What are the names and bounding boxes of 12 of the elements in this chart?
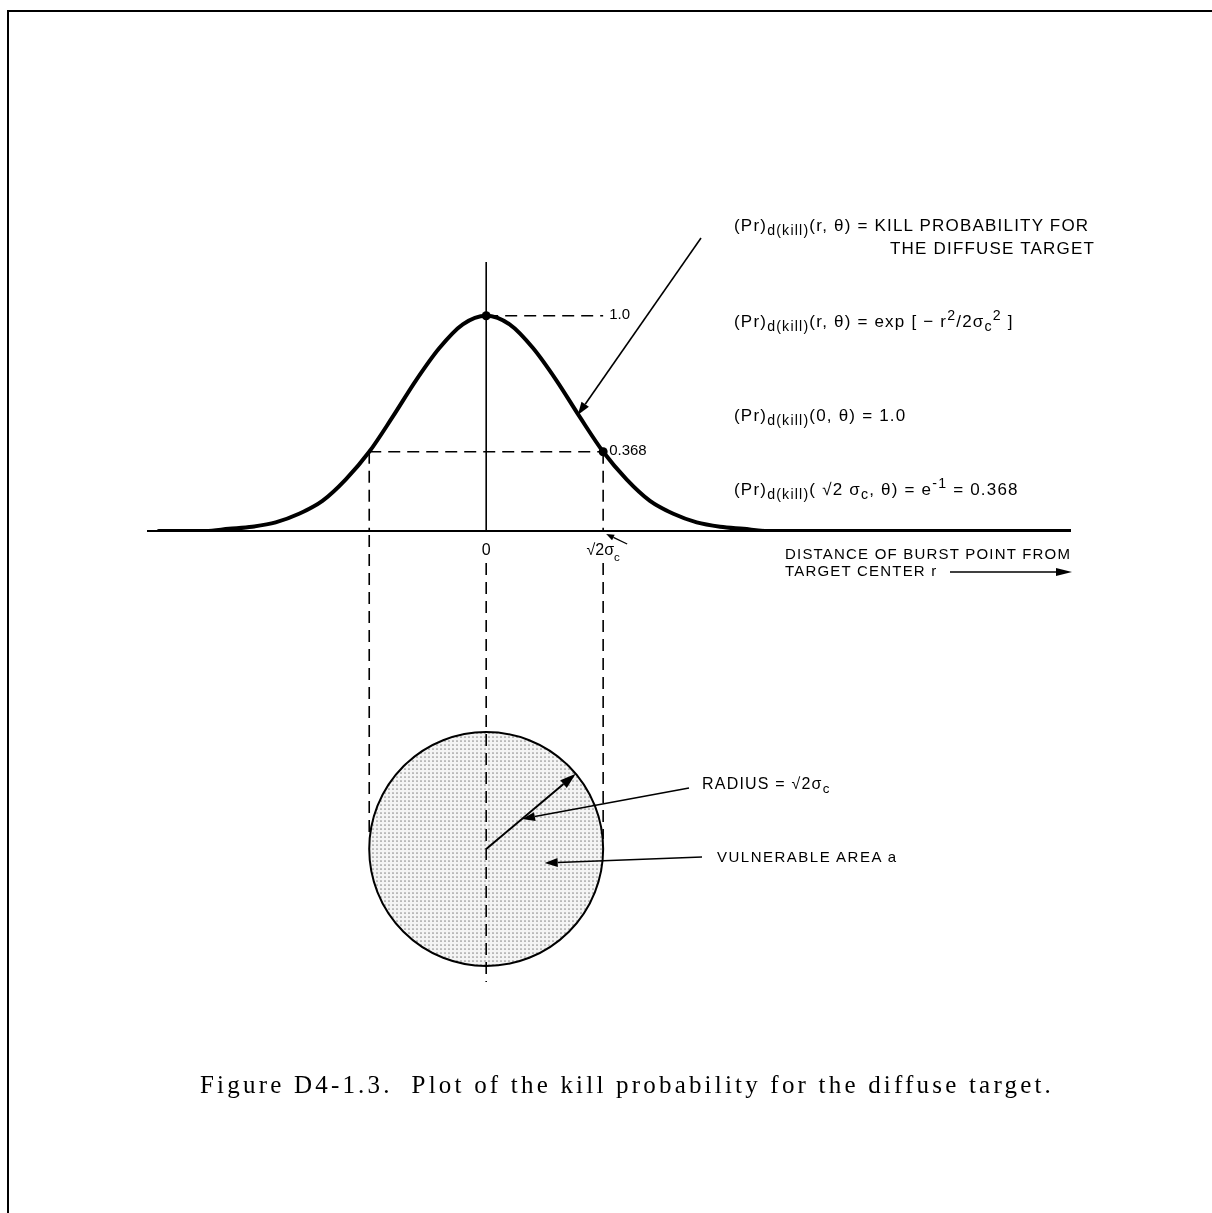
x-tick-label: 0 xyxy=(481,541,491,558)
annotation: (Pr)$_{d(kill)}$(r, θ) = exp [ − r$^{2}$/2σ$_{c}$$^{2}$ ] xyxy=(734,307,1014,336)
text: VULNERABLE AREA a xyxy=(717,848,898,866)
annotation: (Pr)$_{d(kill)}$( √2 σ$_{c}$, θ) = e$^{-1}$ = 0.368 xyxy=(734,475,1019,504)
ref-line-label: 1.0 xyxy=(609,304,631,322)
text: (Pr)$_{d(kill)}$(r, θ) = KILL PROBABILITY FOR THE DIFFUSE TARGET xyxy=(734,216,1097,260)
caption: Figure D4-1.3. Plot of the kill probability for the diffuse target. xyxy=(200,1070,1055,1100)
annotation: (Pr)$_{d(kill)}$(0, θ) = 1.0 xyxy=(734,406,907,430)
ref-line-label: 0.368 xyxy=(609,440,647,458)
x-axis-title: DISTANCE OF BURST POINT FROM TARGET CENTER r xyxy=(785,545,1073,579)
x-tick-label: √2σ$_{c}$ xyxy=(586,541,621,563)
text: RADIUS = √2σ$_{c}$ xyxy=(702,774,831,798)
